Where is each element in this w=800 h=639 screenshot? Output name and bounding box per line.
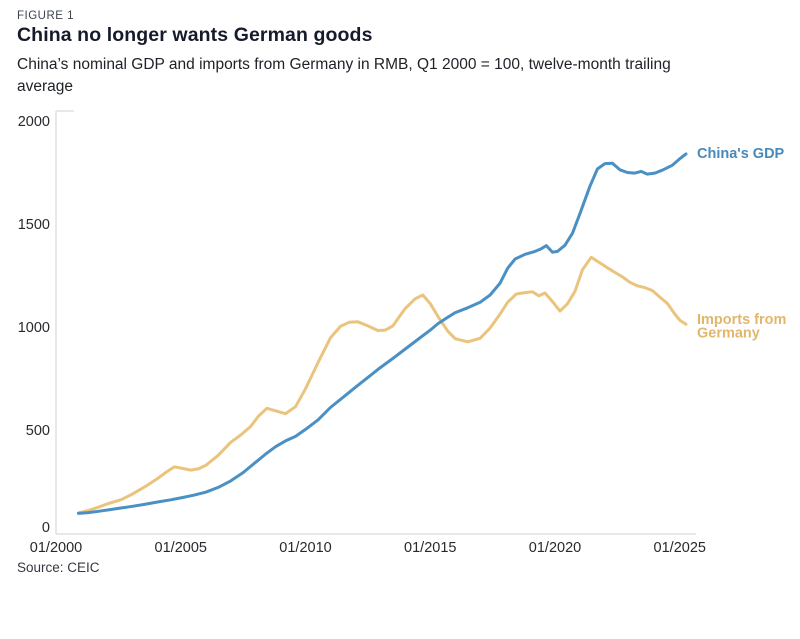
y-tick-label: 2000 — [18, 114, 50, 130]
imports-from-germany-label: Germany — [697, 325, 760, 341]
y-tick-label: 1000 — [18, 320, 50, 336]
chart-subtitle: China’s nominal GDP and imports from Ger… — [17, 56, 671, 95]
y-tick-label: 500 — [26, 423, 50, 439]
x-tick-label: 01/2025 — [654, 540, 706, 556]
x-tick-label: 01/2015 — [404, 540, 456, 556]
page-title: China no longer wants German goods — [17, 24, 373, 46]
x-tick-label: 01/2010 — [279, 540, 331, 556]
imports-from-germany-line — [77, 255, 688, 515]
y-tick-label: 0 — [42, 520, 50, 536]
china-s-gdp-label: China's GDP — [697, 146, 785, 162]
x-tick-label: 01/2020 — [529, 540, 581, 556]
china-s-gdp-line — [77, 152, 688, 515]
x-tick-label: 01/2005 — [155, 540, 207, 556]
imports-from-germany-label: Imports from — [697, 312, 786, 328]
source-note: Source: CEIC — [17, 560, 100, 575]
y-tick-label: 1500 — [18, 217, 50, 233]
figure-label: FIGURE 1 — [17, 10, 75, 22]
x-tick-label: 01/2000 — [30, 540, 82, 556]
